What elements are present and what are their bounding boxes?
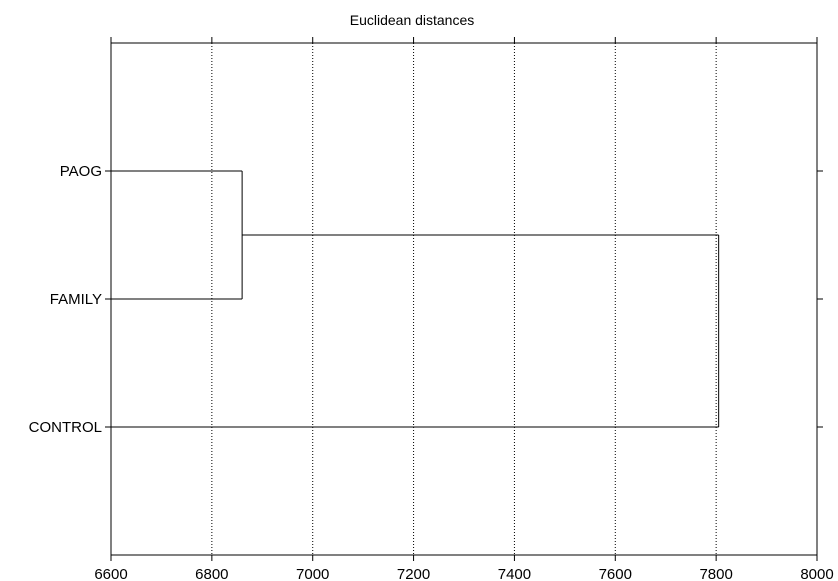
x-axis-ticks: 6600 6800 7000 7200 7400 7600 7800 8000: [94, 37, 834, 581]
x-tick-label-7200: 7200: [397, 566, 430, 581]
leaf-label-paog: PAOG: [60, 163, 102, 180]
x-tick-label-7800: 7800: [699, 566, 732, 581]
leaf-label-family: FAMILY: [50, 291, 102, 308]
x-tick-label-8000: 8000: [800, 566, 833, 581]
leaf-label-control: CONTROL: [29, 419, 102, 436]
x-tick-label-7400: 7400: [498, 566, 531, 581]
x-tick-label-6800: 6800: [195, 566, 228, 581]
leaf-labels: PAOG FAMILY CONTROL: [29, 163, 823, 436]
plot-frame: [110, 42, 818, 556]
dendrogram-links: [111, 170, 720, 428]
grid-lines: [211, 43, 717, 555]
chart-title: Euclidean distances: [350, 12, 475, 28]
x-tick-label-7000: 7000: [296, 566, 329, 581]
x-tick-label-6600: 6600: [94, 566, 127, 581]
x-tick-label-7600: 7600: [599, 566, 632, 581]
